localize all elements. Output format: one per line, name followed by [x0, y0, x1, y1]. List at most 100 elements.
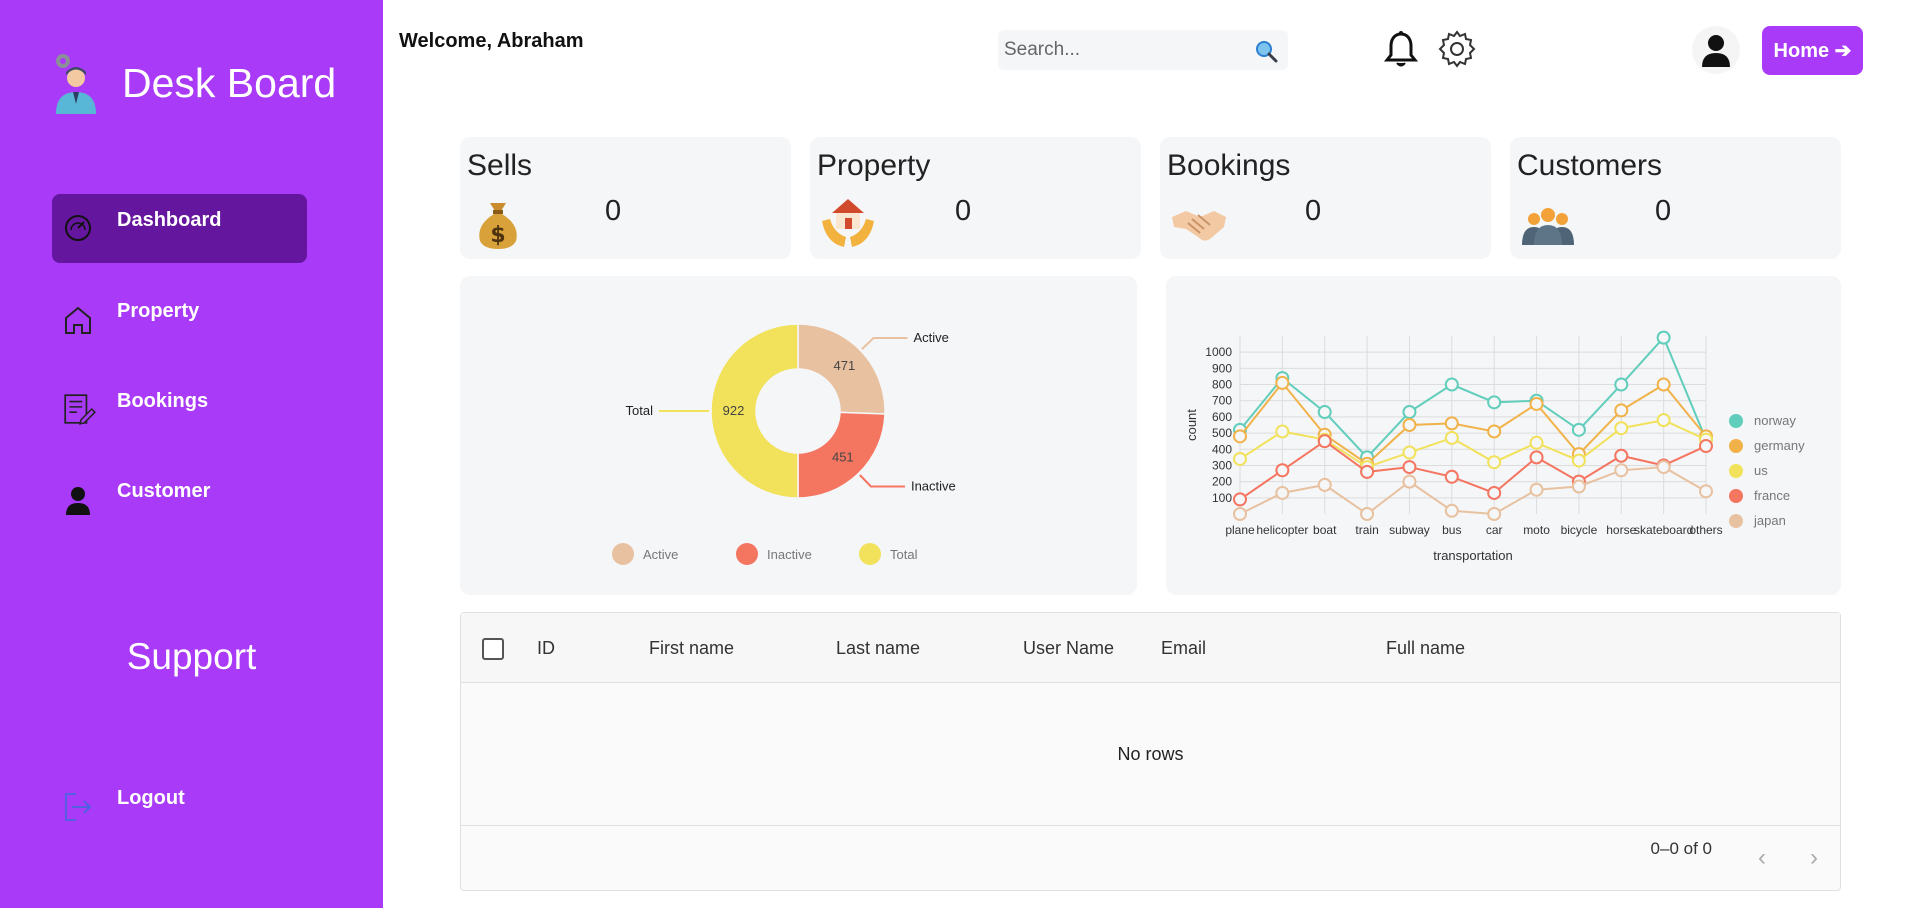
column-header-email[interactable]: Email — [1161, 638, 1207, 658]
x-tick-label: skateboard — [1634, 523, 1693, 537]
data-point-norway — [1444, 377, 1459, 392]
logout-icon — [65, 793, 92, 821]
sidebar-item-label: Customer — [117, 480, 211, 502]
data-point-france — [1275, 463, 1290, 478]
y-tick-label: 400 — [1212, 442, 1232, 456]
bell-icon[interactable] — [1384, 30, 1418, 68]
pie-chart: 471 Active 451 Inactive 922 Total Active Inacti… — [612, 323, 956, 565]
y-tick-label: 500 — [1212, 426, 1232, 440]
pie-slice-inactive — [797, 411, 886, 499]
data-point-japan — [1275, 485, 1290, 500]
gear-icon[interactable] — [1438, 30, 1476, 68]
legend-label: Active — [643, 547, 678, 562]
user-gear-logo-icon — [56, 54, 96, 114]
legend-swatch — [1729, 439, 1743, 453]
sidebar-item-label: Logout — [117, 787, 185, 809]
search-icon[interactable] — [1254, 39, 1278, 63]
brand: Desk Board — [52, 52, 336, 114]
legend-label: germany — [1754, 438, 1805, 453]
data-point-norway — [1656, 330, 1671, 345]
data-point-norway — [1317, 405, 1332, 420]
data-point-germany — [1656, 377, 1671, 392]
legend-swatch — [1729, 464, 1743, 478]
data-point-germany — [1529, 396, 1544, 411]
x-tick-label: car — [1486, 523, 1503, 537]
series-line-france — [1239, 439, 1707, 501]
series-line-us — [1239, 419, 1707, 469]
pie-category-label: Active — [914, 330, 949, 345]
card-value: 0 — [605, 195, 622, 227]
column-header-id[interactable]: ID — [537, 638, 555, 658]
sidebar-item-property[interactable]: Property — [52, 284, 307, 353]
sidebar-item-logout[interactable]: Logout — [52, 771, 307, 840]
data-point-japan — [1529, 482, 1544, 497]
x-tick-label: moto — [1523, 523, 1550, 537]
data-point-france — [1444, 469, 1459, 484]
sidebar-item-label: Bookings — [117, 390, 209, 412]
data-point-us — [1614, 421, 1629, 436]
pie-slice-total — [710, 323, 799, 499]
sidebar: Desk Board Dashboard Property Bookings — [0, 0, 383, 908]
column-header-full-name[interactable]: Full name — [1386, 638, 1466, 658]
y-tick-label: 100 — [1212, 491, 1232, 505]
bookings-icon — [64, 394, 96, 425]
data-point-norway — [1571, 422, 1586, 437]
y-axis-label: count — [1184, 409, 1199, 441]
column-header-user-name[interactable]: User Name — [1023, 638, 1115, 658]
y-tick-label: 700 — [1212, 394, 1232, 408]
card-title: Customers — [1517, 149, 1663, 182]
legend-swatch — [1729, 414, 1743, 428]
card-title: Property — [817, 149, 931, 182]
series-line-japan — [1239, 466, 1707, 516]
avatar[interactable] — [1692, 26, 1740, 74]
sidebar-item-customer[interactable]: Customer — [52, 464, 307, 533]
support-heading: Support — [126, 636, 257, 677]
data-point-france — [1233, 492, 1247, 507]
y-tick-label: 600 — [1212, 410, 1232, 424]
series-line-norway — [1239, 335, 1707, 459]
card-title: Bookings — [1167, 149, 1291, 182]
search-input[interactable] — [1004, 36, 1244, 64]
data-point-us — [1571, 453, 1586, 468]
card-value: 0 — [1655, 195, 1672, 227]
stat-card-customers: Customers 0 — [1510, 137, 1841, 259]
x-tick-label: subway — [1389, 523, 1430, 537]
next-page-button[interactable]: › — [1810, 844, 1818, 871]
home-button[interactable]: Home ➔ — [1762, 26, 1863, 75]
pagination-info: 0–0 of 0 — [1650, 839, 1712, 858]
data-point-france — [1317, 434, 1332, 449]
data-table: ID First name Last name User Name Email … — [460, 612, 1841, 891]
line-chart: 100 200 300 400 500 600 700 800 900 1000 plane heli… — [1184, 330, 1805, 563]
line-chart-panel: 100 200 300 400 500 600 700 800 900 1000 plane heli… — [1166, 276, 1841, 595]
legend-label: japan — [1753, 513, 1786, 528]
previous-page-button[interactable]: ‹ — [1758, 844, 1766, 871]
card-value: 0 — [955, 195, 972, 227]
column-header-last-name[interactable]: Last name — [836, 638, 921, 658]
data-point-france — [1360, 464, 1375, 479]
data-point-us — [1529, 435, 1544, 450]
pie-slice-active — [797, 323, 886, 415]
user-icon — [1702, 35, 1730, 67]
table-footer: 0–0 of 0 ‹ › — [461, 825, 1840, 891]
data-point-japan — [1317, 477, 1332, 492]
sidebar-item-dashboard[interactable]: Dashboard — [52, 194, 307, 263]
data-point-japan — [1656, 460, 1671, 475]
pie-category-label: Total — [626, 403, 654, 418]
sidebar-item-bookings[interactable]: Bookings — [52, 374, 307, 443]
data-point-norway — [1614, 377, 1629, 392]
sidebar-item-label: Dashboard — [117, 209, 222, 231]
x-tick-label: horse — [1606, 523, 1636, 537]
column-header-first-name[interactable]: First name — [649, 638, 735, 658]
pie-value-label: 451 — [832, 449, 854, 464]
sidebar-item-label: Property — [117, 300, 200, 322]
data-point-japan — [1233, 507, 1247, 521]
y-tick-label: 800 — [1212, 378, 1232, 392]
select-all-checkbox[interactable] — [482, 638, 504, 660]
data-point-us — [1656, 413, 1671, 428]
x-axis-label: transportation — [1433, 548, 1513, 563]
legend-label: Inactive — [767, 547, 812, 562]
data-point-germany — [1402, 418, 1417, 432]
y-tick-label: 300 — [1212, 458, 1232, 472]
data-point-france — [1614, 448, 1629, 463]
data-point-japan — [1444, 503, 1459, 518]
